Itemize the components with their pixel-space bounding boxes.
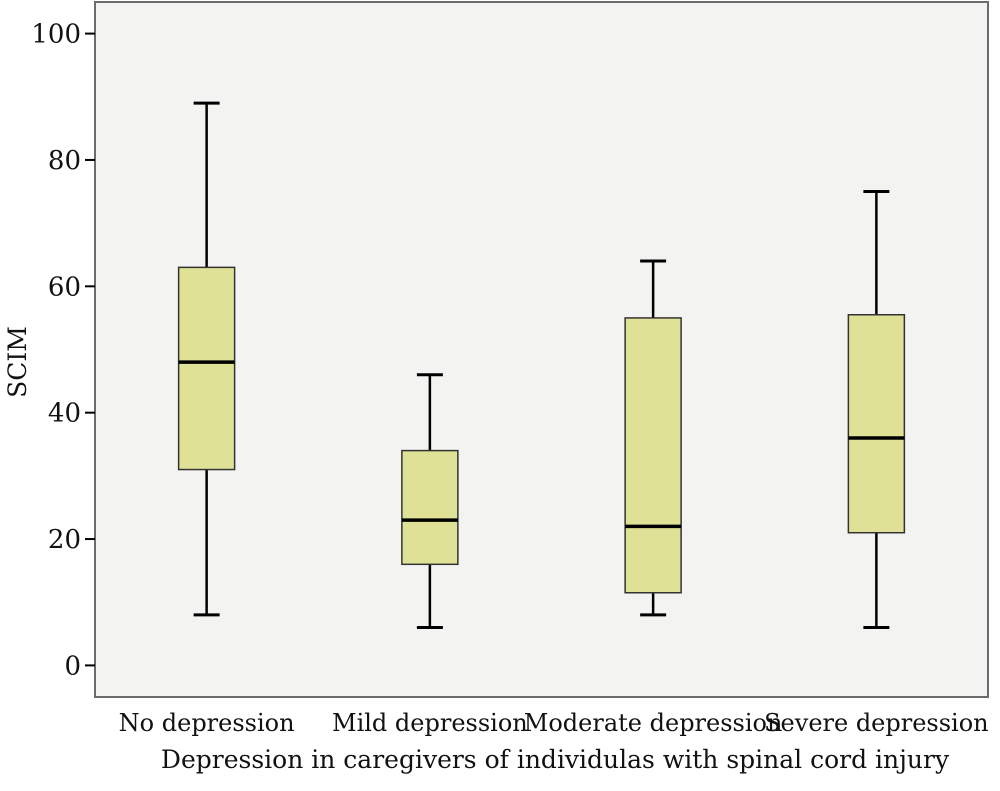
box-group — [847, 190, 906, 629]
iqr-box — [401, 449, 459, 566]
box-group — [401, 373, 459, 629]
y-tick-label: 0 — [64, 651, 81, 681]
y-tick-label: 60 — [48, 272, 81, 302]
y-tick-label: 20 — [48, 525, 81, 555]
x-tick-label: Severe depression — [764, 709, 989, 737]
iqr-box — [847, 314, 906, 534]
iqr-box — [177, 266, 236, 471]
y-axis: 0 20 40 60 80 100 — [31, 20, 95, 681]
y-tick-label: 100 — [31, 20, 81, 50]
x-tick-label: Moderate depression — [524, 709, 783, 737]
plot-area — [94, 1, 989, 698]
y-tick-label: 40 — [48, 399, 81, 429]
y-axis-title: SCIM — [3, 326, 32, 398]
box-group — [177, 101, 236, 617]
x-tick-label: No depression — [119, 709, 295, 737]
box-group — [624, 259, 682, 617]
boxplots — [177, 101, 906, 629]
iqr-box — [624, 317, 682, 594]
x-axis-title: Depression in caregivers of individulas … — [161, 745, 950, 774]
x-tick-label: Mild depression — [332, 709, 528, 737]
y-tick-label: 80 — [48, 146, 81, 176]
